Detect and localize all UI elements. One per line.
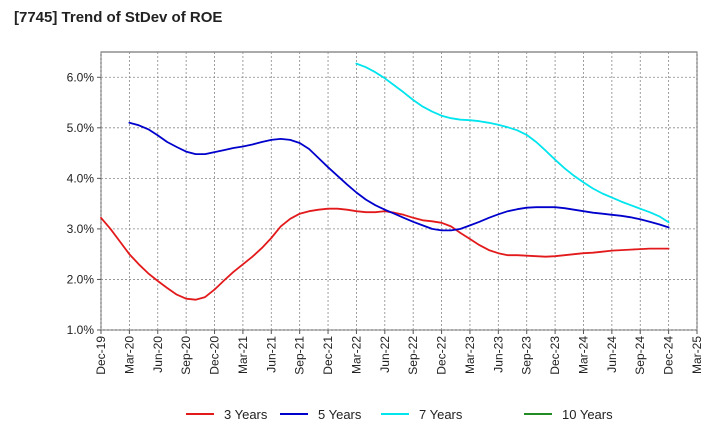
- x-tick-label: Dec-19: [94, 336, 108, 375]
- x-tick-label: Dec-22: [435, 336, 449, 375]
- legend-layer: 3 Years 5 Years 7 Years 10 Years: [186, 407, 613, 422]
- x-tick-label: Dec-20: [208, 336, 222, 375]
- axis-layer: 1.0% 2.0% 3.0% 4.0% 5.0% 6.0% Dec-19 Mar-20 Jun-…: [67, 70, 704, 374]
- series-line-7-years: [355, 62, 670, 224]
- y-tick-label: 1.0%: [67, 323, 95, 337]
- x-tick-label: Dec-23: [548, 336, 562, 375]
- y-tick-label: 3.0%: [67, 222, 95, 236]
- x-tick-label: Sep-22: [406, 336, 420, 375]
- y-tick-label: 5.0%: [67, 121, 95, 135]
- x-tick-label: Mar-21: [236, 336, 250, 374]
- series-layer: [100, 62, 670, 301]
- x-tick-label: Mar-24: [576, 336, 590, 374]
- x-tick-label: Dec-24: [662, 336, 676, 375]
- x-tick-label: Mar-22: [349, 336, 363, 374]
- x-tick-label: Jun-21: [264, 336, 278, 373]
- plot-frame: [100, 51, 698, 331]
- series-line-5-years: [128, 121, 670, 232]
- y-tick-label: 2.0%: [67, 272, 95, 286]
- x-tick-label: Mar-25: [690, 336, 704, 374]
- x-tick-label: Jun-22: [378, 336, 392, 373]
- x-tick-label: Sep-24: [633, 336, 647, 375]
- x-tick-label: Sep-20: [179, 336, 193, 375]
- legend-label-10-years: 10 Years: [562, 407, 613, 422]
- x-tick-label: Mar-23: [463, 336, 477, 374]
- x-tick-label: Sep-21: [293, 336, 307, 375]
- x-tick-label: Sep-23: [520, 336, 534, 375]
- x-tick-label: Dec-21: [321, 336, 335, 375]
- y-tick-label: 4.0%: [67, 171, 95, 185]
- x-tick-label: Mar-20: [122, 336, 136, 374]
- grid-layer: [100, 51, 698, 331]
- x-tick-label: Jun-23: [491, 336, 505, 373]
- series-line-3-years: [100, 207, 670, 301]
- x-tick-label: Jun-24: [605, 336, 619, 373]
- chart-title: [7745] Trend of StDev of ROE: [14, 9, 223, 26]
- legend-label-7-years: 7 Years: [419, 407, 463, 422]
- y-tick-label: 6.0%: [67, 70, 95, 84]
- x-tick-label: Jun-20: [151, 336, 165, 373]
- legend-label-3-years: 3 Years: [224, 407, 268, 422]
- legend-label-5-years: 5 Years: [318, 407, 362, 422]
